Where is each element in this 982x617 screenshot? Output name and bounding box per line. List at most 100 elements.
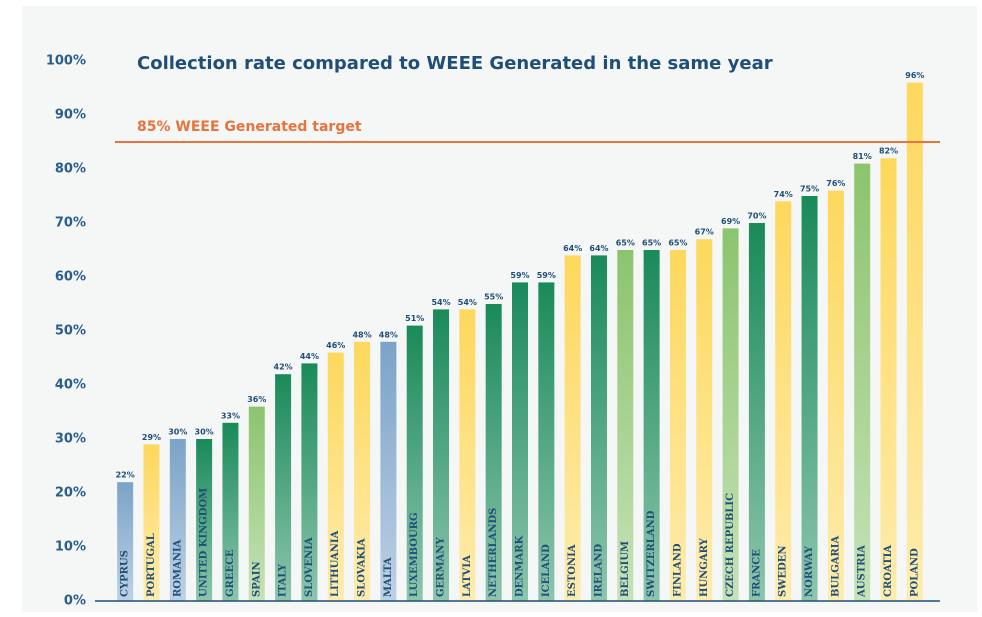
bar (590, 255, 607, 601)
data-label: 22% (116, 471, 135, 480)
data-label: 75% (800, 185, 819, 194)
x-tick-label: IRELAND (593, 543, 604, 597)
target-label: 85% WEEE Generated target (137, 119, 362, 135)
bar (696, 239, 713, 601)
y-tick-label: 90% (55, 108, 86, 123)
y-tick-label: 60% (55, 270, 86, 285)
data-label: 30% (195, 428, 214, 437)
x-tick-label: SWITZERLAND (646, 510, 657, 597)
x-tick-label: GREECE (225, 549, 236, 597)
bar (117, 482, 134, 601)
x-tick-label: SWEDEN (778, 545, 789, 597)
x-tick-label: ICELAND (541, 544, 552, 597)
x-tick-label: AUSTRIA (857, 545, 868, 598)
x-tick-label: CYPRUS (120, 550, 131, 597)
bar (722, 228, 739, 601)
x-tick-label: ESTONIA (567, 544, 578, 597)
x-tick-label: PORTUGAL (146, 533, 157, 597)
data-label: 51% (405, 314, 424, 323)
bar (827, 190, 844, 601)
y-tick-label: 100% (46, 54, 86, 69)
bar (485, 304, 502, 601)
data-label: 36% (247, 395, 266, 404)
x-tick-label: SPAIN (251, 561, 262, 597)
x-tick-label: ITALY (278, 563, 289, 597)
data-label: 65% (616, 239, 635, 248)
data-label: 76% (826, 179, 845, 188)
data-label: 54% (458, 298, 477, 307)
y-tick-label: 0% (64, 594, 86, 609)
x-tick-label: ROMANIA (172, 539, 183, 597)
data-label: 59% (537, 271, 556, 280)
data-label: 42% (274, 363, 293, 372)
bar (512, 282, 528, 601)
bar (380, 341, 397, 601)
bar (643, 250, 660, 601)
bar (169, 439, 186, 601)
data-label: 64% (589, 244, 608, 253)
bar (801, 196, 818, 601)
data-label: 65% (668, 239, 687, 248)
y-tick-label: 30% (55, 432, 86, 447)
data-label: 65% (642, 239, 661, 248)
x-tick-label: CROATIA (883, 545, 894, 597)
chart-title: Collection rate compared to WEEE Generat… (137, 53, 773, 74)
bar (906, 82, 923, 602)
bar (748, 223, 765, 601)
bar (617, 250, 634, 601)
data-label: 69% (721, 217, 740, 226)
bar (196, 439, 213, 601)
x-tick-label: SLOVAKIA (357, 538, 368, 597)
x-tick-label: HUNGARY (699, 537, 710, 597)
bar (301, 363, 318, 601)
data-label: 81% (853, 152, 872, 161)
bar (433, 309, 450, 601)
data-label: 59% (510, 271, 529, 280)
x-tick-label: FRANCE (751, 549, 762, 597)
data-label: 29% (142, 433, 161, 442)
data-label: 67% (695, 228, 714, 237)
data-label: 48% (379, 330, 398, 339)
x-tick-label: BULGARIA (830, 536, 841, 597)
data-label: 44% (300, 352, 319, 361)
y-tick-label: 20% (55, 486, 86, 501)
y-tick-label: 80% (55, 162, 86, 177)
bar (854, 163, 871, 601)
x-tick-label: GERMANY (436, 537, 447, 597)
x-tick-label: CZECH REPUBLIC (725, 493, 736, 597)
bar (143, 444, 160, 601)
bar (775, 201, 792, 601)
y-tick-label: 70% (55, 216, 86, 231)
data-label: 74% (774, 190, 793, 199)
data-label: 64% (563, 244, 582, 253)
bar (222, 422, 239, 601)
data-label: 82% (879, 147, 898, 156)
x-tick-label: BELGIUM (620, 541, 631, 597)
data-label: 30% (168, 428, 187, 437)
x-tick-label: SLOVENIA (304, 537, 315, 597)
data-label: 55% (484, 293, 503, 302)
y-tick-label: 50% (55, 324, 86, 339)
bar (275, 374, 292, 601)
data-label: 96% (905, 71, 924, 80)
data-label: 70% (747, 212, 766, 221)
y-tick-label: 40% (55, 378, 86, 393)
data-label: 46% (326, 341, 345, 350)
x-tick-label: DENMARK (515, 535, 526, 597)
bar (354, 341, 371, 601)
bar (564, 255, 581, 601)
x-tick-label: NETHERLANDS (488, 508, 499, 597)
x-tick-label: LATVIA (462, 555, 473, 597)
bar (406, 325, 423, 601)
bar (538, 282, 555, 601)
bar (459, 309, 476, 601)
bar (248, 406, 265, 601)
bar (327, 352, 344, 601)
x-tick-label: NORWAY (804, 545, 815, 597)
x-tick-label: LUXEMBOURG (409, 512, 420, 597)
x-tick-label: MALTA (383, 557, 394, 597)
x-tick-label: POLAND (909, 548, 920, 597)
data-label: 54% (431, 298, 450, 307)
x-tick-label: UNITED KINGDOM (199, 488, 210, 597)
